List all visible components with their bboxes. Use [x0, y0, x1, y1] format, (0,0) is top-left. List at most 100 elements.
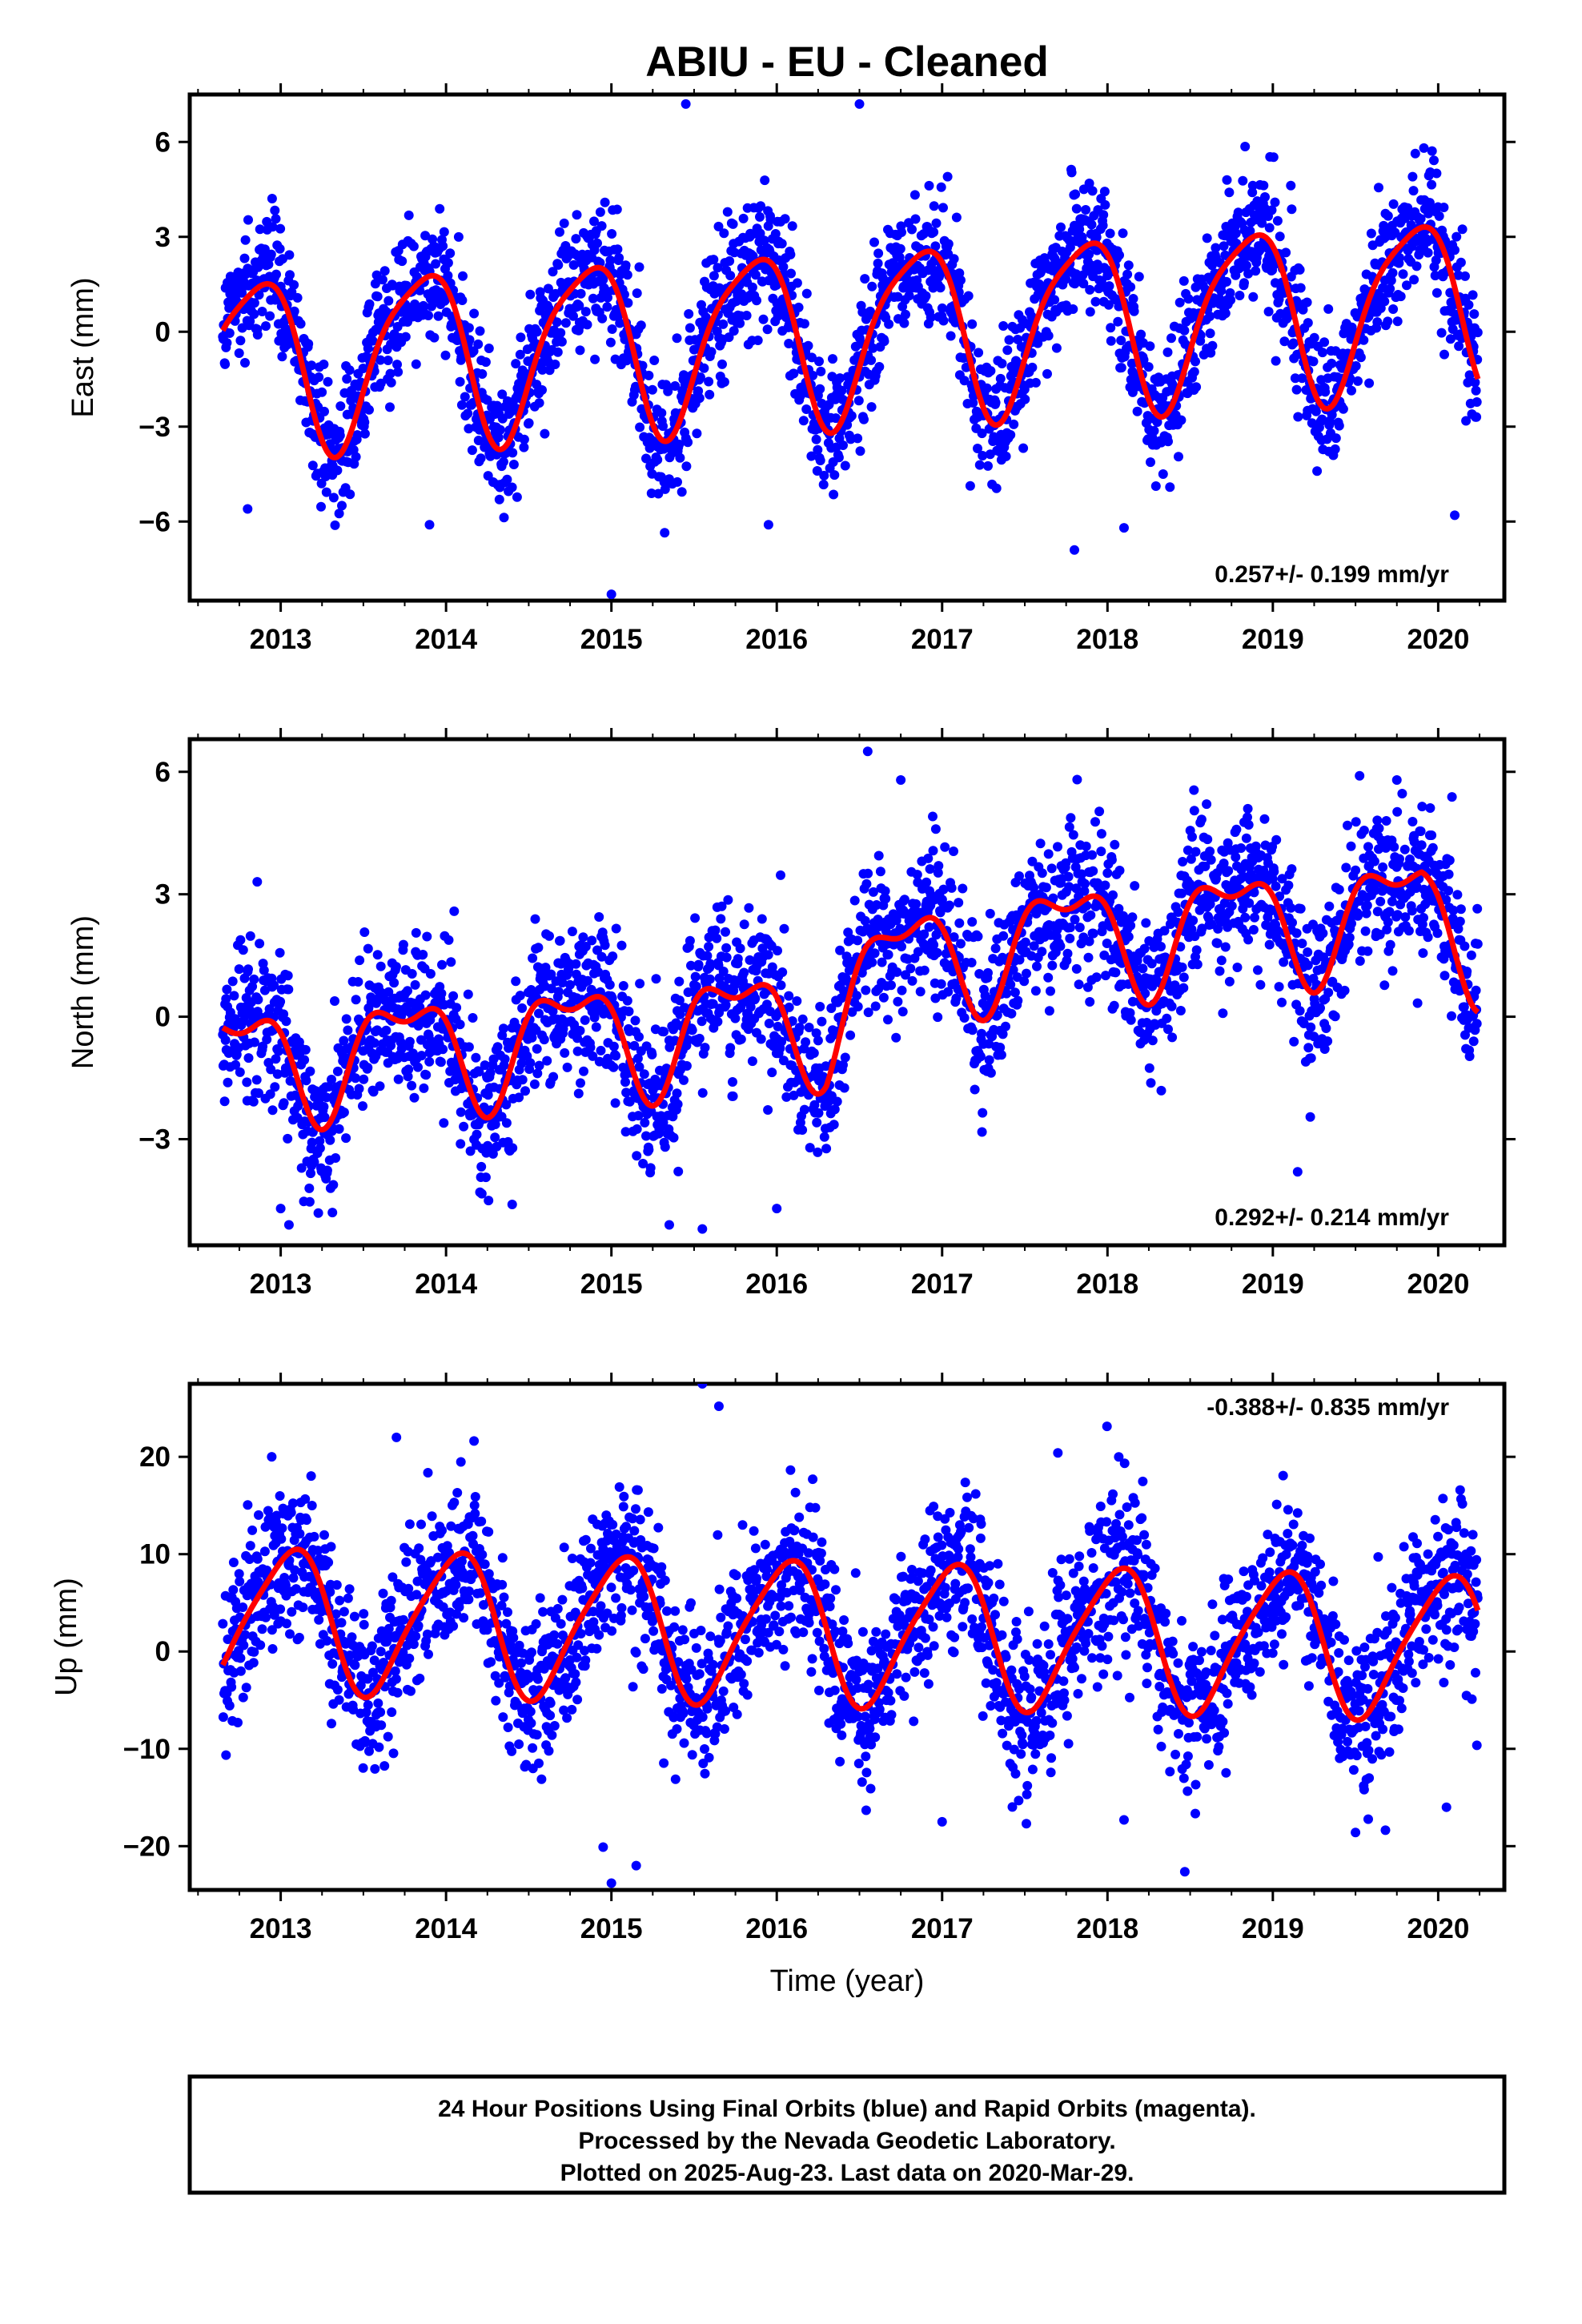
data-point [309, 1157, 319, 1168]
data-point [397, 256, 408, 267]
data-point [1105, 228, 1115, 239]
data-point [1227, 901, 1237, 911]
data-point [997, 359, 1007, 368]
data-point [728, 219, 738, 229]
data-point [861, 985, 871, 995]
data-point [532, 1068, 543, 1079]
data-point [339, 1035, 349, 1046]
data-point [358, 364, 368, 373]
data-point [595, 207, 605, 217]
data-point [476, 1188, 487, 1199]
data-point [591, 1022, 601, 1032]
data-point [697, 1016, 707, 1027]
data-point [673, 1099, 683, 1109]
data-point [568, 259, 579, 270]
data-point [693, 959, 704, 970]
data-point [723, 895, 733, 905]
data-point [335, 430, 345, 440]
data-point [702, 951, 713, 961]
data-point [1323, 304, 1334, 314]
data-point [229, 991, 239, 1001]
data-point [1374, 183, 1383, 193]
y-tick-label: 3 [155, 879, 171, 911]
data-point [1068, 304, 1078, 314]
data-point [624, 1096, 635, 1107]
data-point [1071, 963, 1082, 974]
data-point [1143, 362, 1154, 372]
data-point [1013, 335, 1023, 344]
data-point [259, 965, 269, 975]
data-point [1359, 335, 1369, 345]
data-point [852, 991, 861, 1001]
data-point [607, 324, 617, 334]
data-point [867, 281, 877, 292]
data-point [1472, 412, 1482, 422]
data-point [1026, 311, 1037, 321]
data-point [619, 289, 629, 300]
data-point [1327, 358, 1337, 368]
data-point [992, 1010, 1002, 1020]
data-point [279, 1098, 289, 1108]
data-point [515, 349, 525, 360]
data-point [653, 489, 664, 499]
data-point [1456, 257, 1466, 267]
data-point [300, 1044, 311, 1055]
data-point [219, 1096, 230, 1107]
data-point [534, 1008, 544, 1019]
data-point [502, 474, 512, 485]
data-point [334, 1124, 344, 1134]
data-point [835, 373, 845, 384]
data-point [275, 996, 286, 1007]
data-point [253, 995, 263, 1005]
data-point [1312, 466, 1323, 476]
data-point [553, 259, 564, 270]
data-point [1270, 197, 1280, 207]
data-point [418, 300, 428, 311]
data-point [1267, 205, 1277, 215]
data-point [1159, 926, 1170, 936]
data-point [687, 1025, 697, 1035]
data-point [826, 1003, 837, 1013]
data-point [367, 336, 378, 346]
data-point [832, 1096, 842, 1107]
data-point [623, 298, 633, 308]
data-point [840, 460, 850, 471]
data-point [1043, 972, 1054, 983]
data-point [1395, 252, 1404, 263]
data-point [894, 252, 905, 263]
data-point [458, 271, 468, 281]
data-point [575, 345, 585, 356]
data-point [480, 1060, 490, 1071]
data-point [1295, 264, 1305, 275]
data-point [1334, 420, 1344, 431]
data-point [266, 1064, 276, 1075]
data-point [1074, 923, 1085, 933]
data-point [546, 969, 556, 979]
data-point [1457, 224, 1468, 235]
data-point [818, 1072, 829, 1082]
data-point [1347, 385, 1356, 396]
data-point [1177, 962, 1187, 972]
data-point [924, 180, 934, 191]
data-point [704, 376, 714, 387]
data-point [630, 1015, 640, 1026]
data-point [1189, 785, 1199, 795]
data-point [1106, 323, 1116, 333]
data-point [265, 1089, 275, 1100]
data-point [690, 971, 701, 982]
data-point [634, 1031, 644, 1042]
data-point [427, 301, 436, 312]
data-point [1029, 883, 1039, 893]
data-point [437, 959, 447, 970]
data-point [1014, 955, 1025, 965]
data-point [1219, 898, 1230, 908]
data-point-outlier [243, 504, 253, 514]
data-point [777, 967, 788, 977]
data-point [672, 333, 682, 344]
data-point [1211, 243, 1221, 253]
data-point [1243, 803, 1253, 814]
data-point [612, 204, 622, 215]
data-point [1167, 1032, 1178, 1043]
data-point [739, 919, 749, 930]
data-point [565, 979, 575, 990]
